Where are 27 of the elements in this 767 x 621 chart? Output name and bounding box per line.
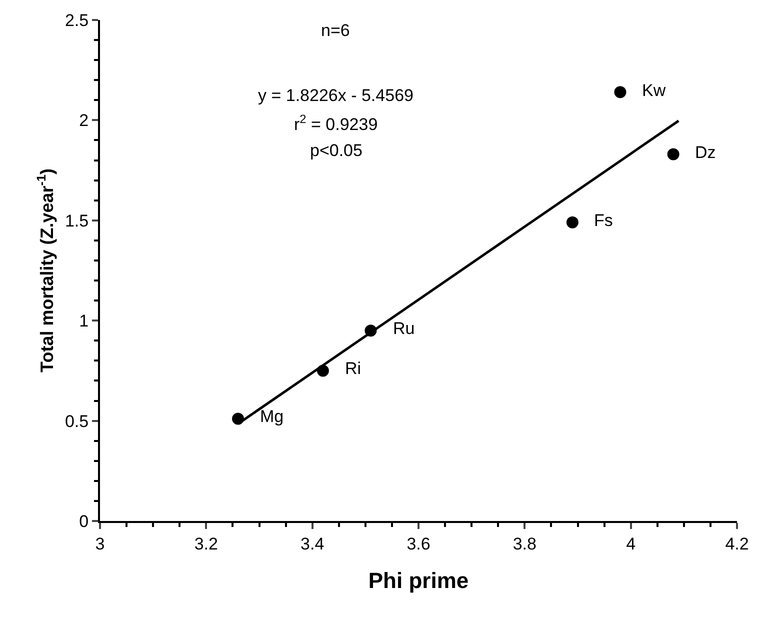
annotation: Kw xyxy=(642,81,666,100)
y-tick-label: 2.5 xyxy=(64,10,89,30)
point xyxy=(566,216,578,228)
x-tick-label: 3 xyxy=(95,534,105,554)
y-tick-label: 1.5 xyxy=(64,211,89,230)
x-tick-label: 4.2 xyxy=(725,534,749,554)
y-tick-label: 1 xyxy=(79,312,89,331)
x-axis-title: Phi prime xyxy=(368,568,469,593)
x-tick-label: 3.2 xyxy=(194,534,218,554)
y-tick-label: 0.5 xyxy=(64,412,89,431)
annotation: y = 1.8226x - 5.4569 xyxy=(258,86,414,105)
point xyxy=(614,86,626,98)
point xyxy=(667,148,680,160)
x-tick-label: 3.6 xyxy=(406,534,430,554)
x-tick-label: 3.8 xyxy=(512,534,536,554)
annotation: Ri xyxy=(345,359,362,378)
annotation: Dz xyxy=(695,143,716,162)
annotation: p<0.05 xyxy=(310,141,362,160)
x-tick-label: 4 xyxy=(626,534,636,554)
y-tick-label: 0 xyxy=(79,512,89,531)
annotation: Fs xyxy=(594,211,613,230)
x-tick-label: 3.4 xyxy=(300,534,324,554)
y-tick-label: 2 xyxy=(79,111,89,130)
annotation: Mg xyxy=(260,407,284,426)
annotation: n=6 xyxy=(321,21,350,40)
annotation: r$^{2}$ = 0.9239 xyxy=(294,112,378,134)
annotation: Ru xyxy=(393,319,415,338)
